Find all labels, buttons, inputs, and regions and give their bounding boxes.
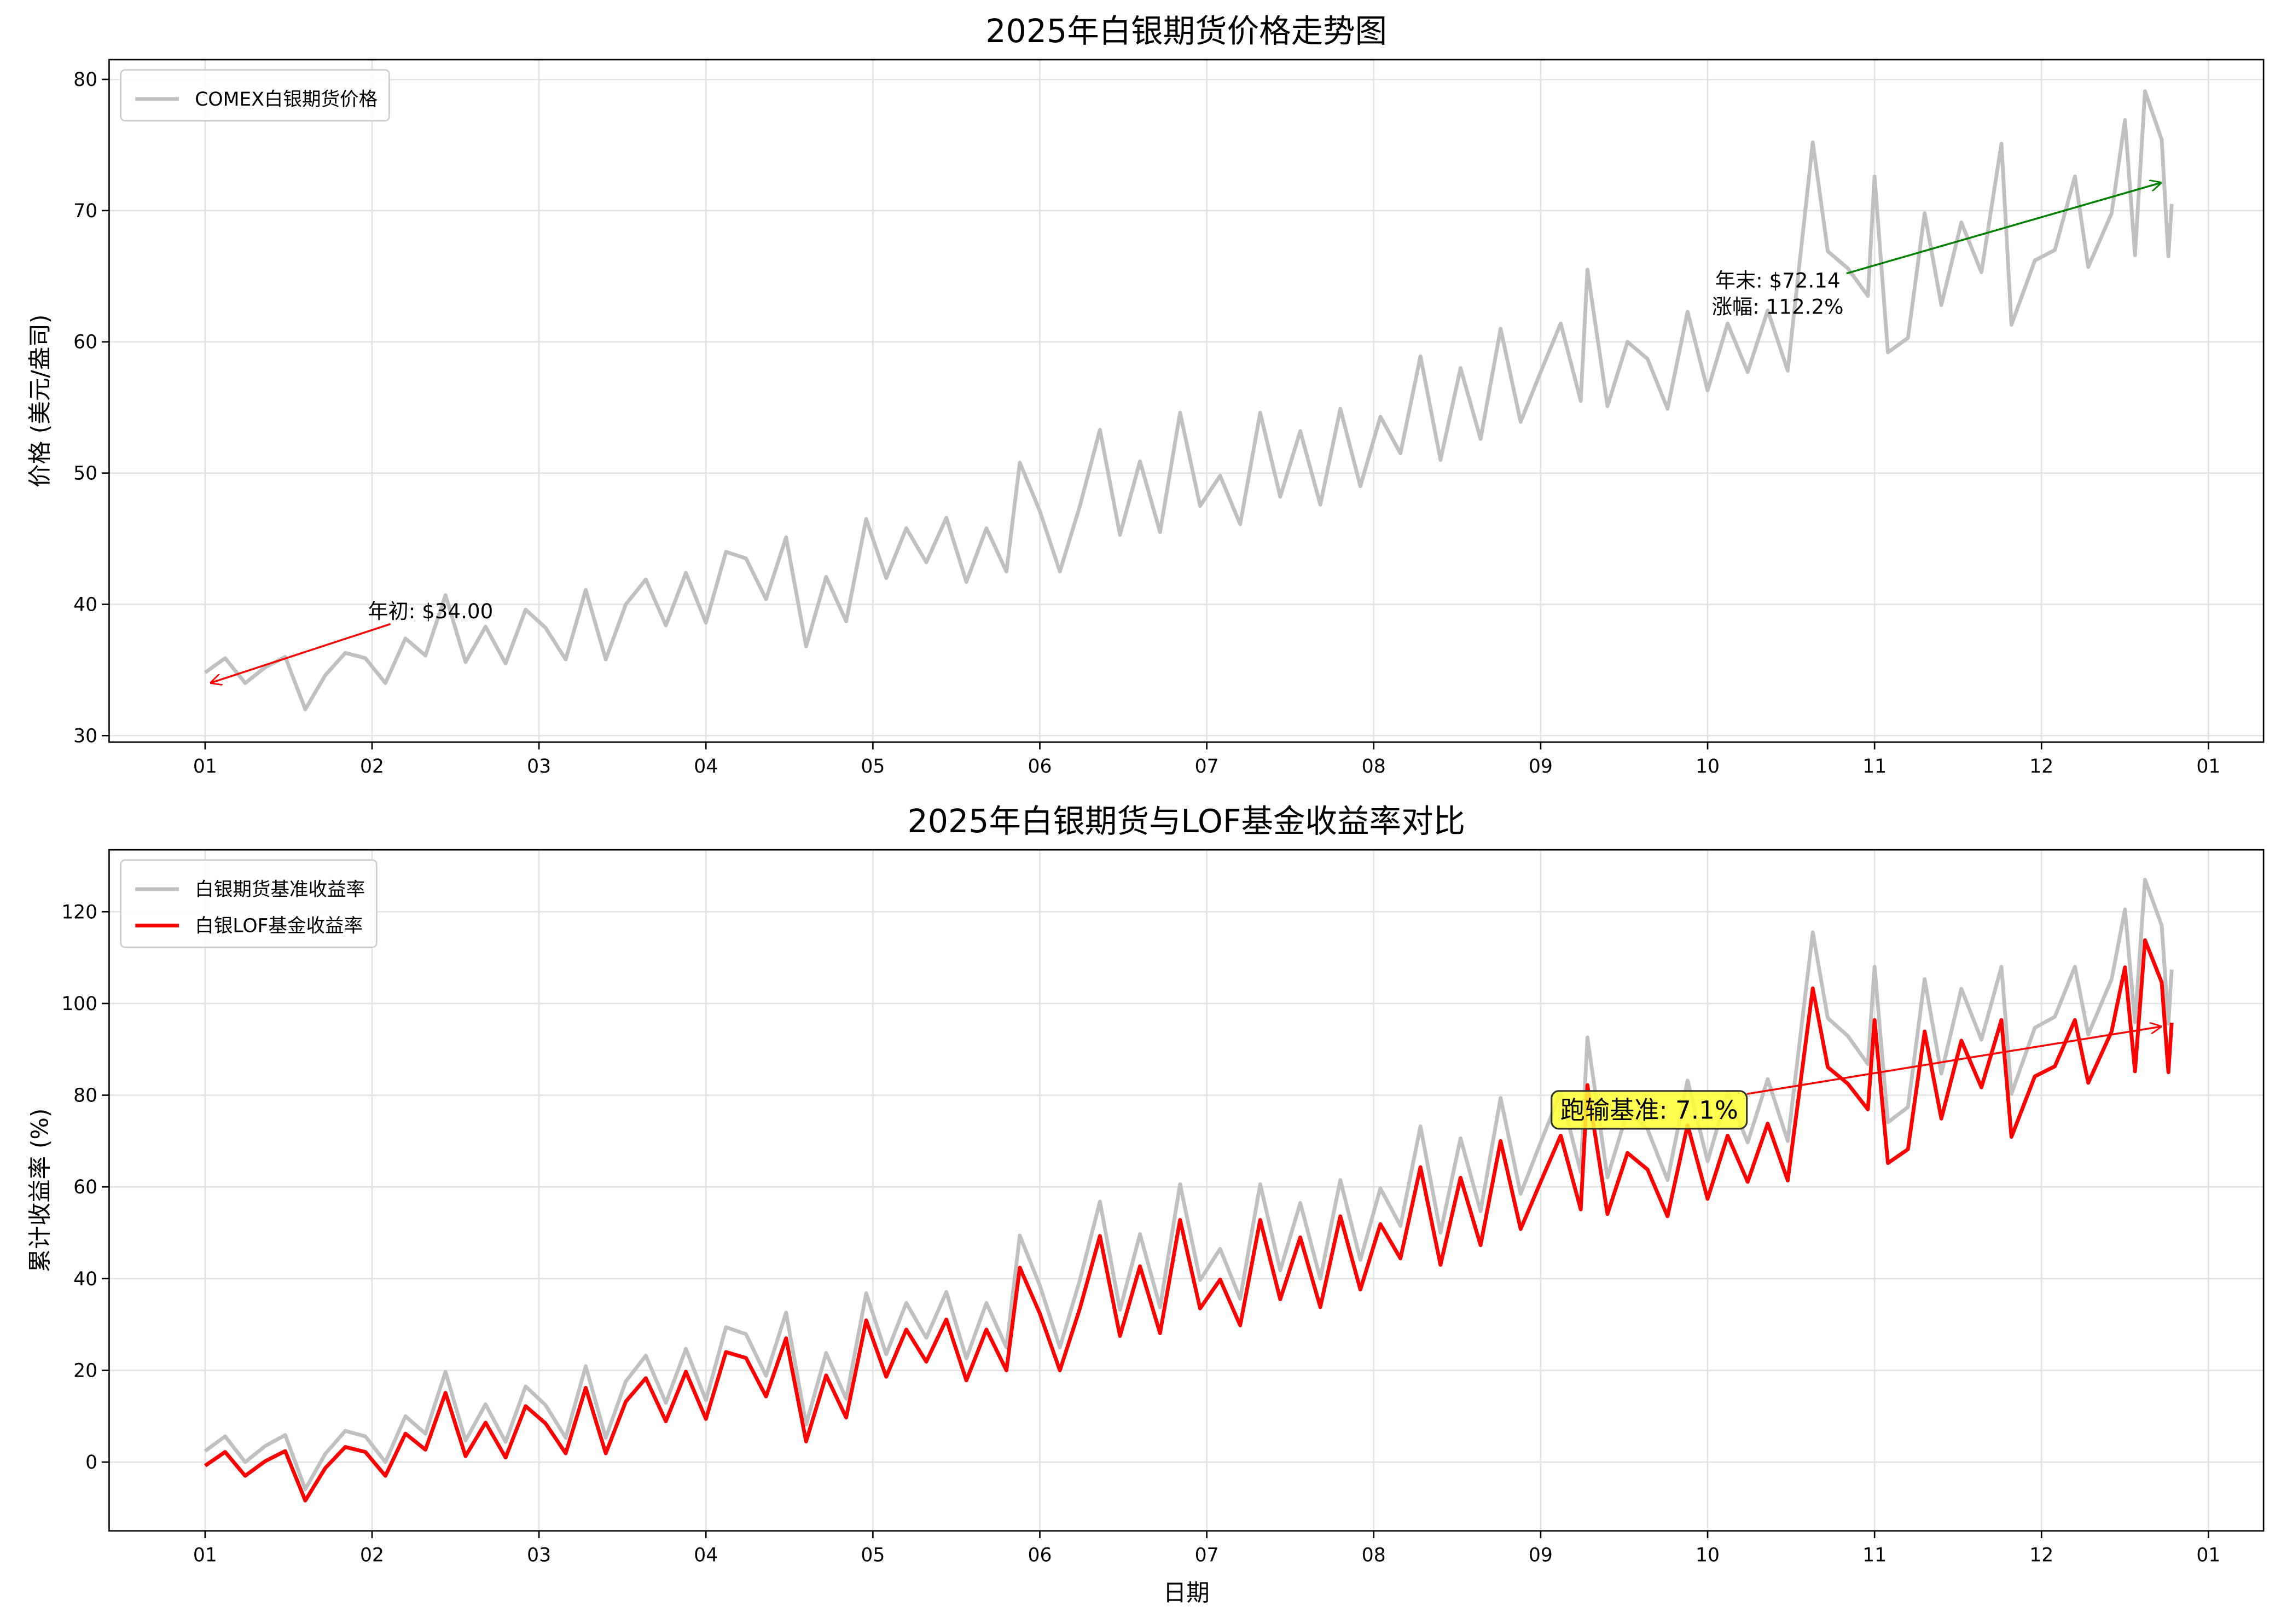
y-axis-label: 价格 (美元/盎司) bbox=[27, 315, 54, 488]
y-tick-label: 30 bbox=[73, 725, 97, 747]
y-tick-label: 0 bbox=[85, 1452, 97, 1474]
x-tick-label: 09 bbox=[1529, 1545, 1553, 1567]
series-line bbox=[204, 938, 2174, 1503]
y-tick-label: 60 bbox=[73, 1176, 97, 1198]
x-tick-label: 05 bbox=[861, 1545, 885, 1567]
y-tick-label: 50 bbox=[73, 463, 97, 485]
x-tick-label: 02 bbox=[360, 756, 384, 778]
plot-frame bbox=[108, 849, 2265, 1532]
legend-frame bbox=[120, 69, 390, 122]
x-tick-label: 07 bbox=[1195, 1545, 1219, 1567]
x-tick-label: 07 bbox=[1195, 756, 1219, 778]
legend: COMEX白银期货价格 bbox=[120, 69, 390, 122]
y-tick-label: 120 bbox=[61, 901, 97, 923]
x-tick-label: 06 bbox=[1028, 1545, 1052, 1567]
x-tick-label: 05 bbox=[861, 756, 885, 778]
x-tick-label: 08 bbox=[1362, 756, 1386, 778]
x-axis-label: 日期 bbox=[1163, 1580, 1210, 1606]
x-tick-label: 11 bbox=[1862, 1545, 1887, 1567]
x-tick-label: 02 bbox=[360, 1545, 384, 1567]
legend-label: 白银期货基准收益率 bbox=[195, 879, 365, 901]
y-tick-label: 20 bbox=[73, 1360, 97, 1382]
y-tick-label: 80 bbox=[73, 69, 97, 91]
x-tick-label: 01 bbox=[193, 756, 217, 778]
chart-title: 2025年白银期货与LOF基金收益率对比 bbox=[908, 803, 1465, 840]
x-tick-label: 09 bbox=[1529, 756, 1553, 778]
annotation-text: 年初: $34.00 bbox=[368, 599, 493, 623]
annotation: 年初: $34.00 bbox=[368, 599, 493, 623]
x-tick-label: 01 bbox=[2196, 756, 2220, 778]
x-tick-label: 10 bbox=[1696, 756, 1720, 778]
legend-label: COMEX白银期货价格 bbox=[195, 89, 378, 111]
y-axis-label: 累计收益率 (%) bbox=[27, 1109, 54, 1273]
x-tick-label: 08 bbox=[1362, 1545, 1386, 1567]
annotation-arrow bbox=[210, 623, 391, 683]
series-line bbox=[204, 89, 2174, 711]
x-tick-label: 12 bbox=[2029, 756, 2053, 778]
x-tick-label: 04 bbox=[694, 756, 718, 778]
y-tick-label: 80 bbox=[73, 1085, 97, 1107]
annotation: 跑输基准: 7.1% bbox=[1551, 1090, 1748, 1130]
annotation-text: 涨幅: 112.2% bbox=[1712, 294, 1844, 318]
annotation-text: 年末: $72.14 bbox=[1715, 268, 1841, 292]
annotation-box bbox=[1551, 1090, 1748, 1130]
y-tick-label: 60 bbox=[73, 332, 97, 353]
x-tick-label: 03 bbox=[527, 756, 551, 778]
annotation-text: 跑输基准: 7.1% bbox=[1560, 1096, 1738, 1125]
x-tick-label: 03 bbox=[527, 1545, 551, 1567]
chart-title: 2025年白银期货价格走势图 bbox=[985, 13, 1387, 50]
x-tick-label: 04 bbox=[694, 1545, 718, 1567]
x-tick-label: 12 bbox=[2029, 1545, 2053, 1567]
y-tick-label: 40 bbox=[73, 1268, 97, 1290]
legend-frame bbox=[120, 859, 378, 948]
y-tick-label: 100 bbox=[61, 993, 97, 1015]
y-tick-label: 40 bbox=[73, 594, 97, 616]
plot-frame bbox=[108, 59, 2265, 743]
legend-label: 白银LOF基金收益率 bbox=[195, 915, 363, 937]
x-tick-label: 11 bbox=[1862, 756, 1887, 778]
annotation-arrow bbox=[1746, 1026, 2162, 1095]
series-line bbox=[204, 878, 2174, 1491]
x-tick-label: 10 bbox=[1696, 1545, 1720, 1567]
annotation-arrow bbox=[1846, 183, 2162, 275]
x-tick-label: 01 bbox=[2196, 1545, 2220, 1567]
y-tick-label: 70 bbox=[73, 200, 97, 222]
x-tick-label: 01 bbox=[193, 1545, 217, 1567]
x-tick-label: 06 bbox=[1028, 756, 1052, 778]
